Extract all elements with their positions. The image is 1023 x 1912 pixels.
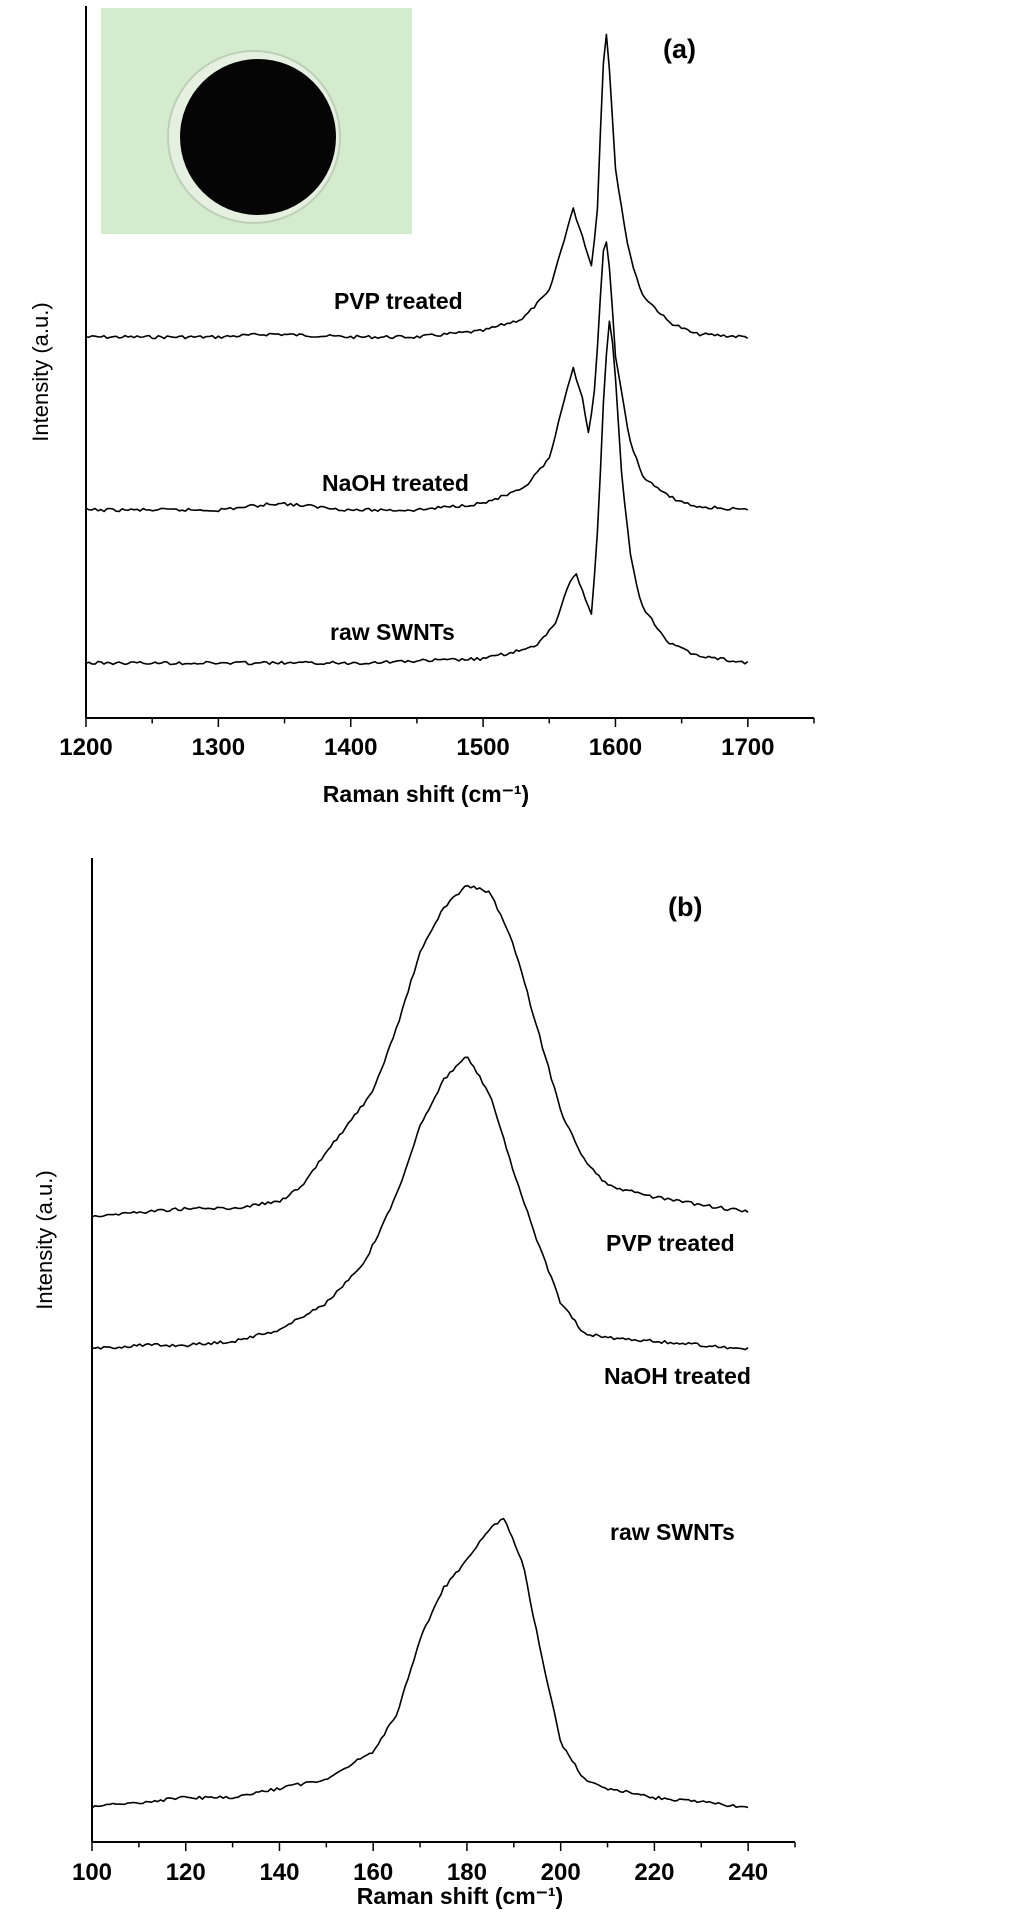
series-line-pvp-treated: [91, 884, 749, 1218]
panel-b-label: (b): [668, 892, 702, 922]
inset-film-disc: [180, 59, 336, 215]
x-tick-label: 200: [541, 1859, 581, 1886]
x-tick-label: 160: [353, 1859, 393, 1886]
x-tick-label: 1300: [192, 734, 245, 761]
series-line-naoh-treated: [92, 1056, 749, 1351]
panel-a-label: (a): [663, 34, 696, 64]
x-tick-label: 1200: [59, 734, 112, 761]
panel-a-chart: 1200 1300 1400 1500 1600 1700 (a) PVP treated…: [28, 6, 815, 807]
panel-a-series-label-pvp: PVP treated: [334, 288, 463, 314]
panel-a-series: [85, 33, 749, 666]
series-line-raw-swnts: [85, 320, 749, 666]
panel-b-series-label-naoh: NaOH treated: [604, 1363, 751, 1389]
panel-b-series-label-pvp: PVP treated: [606, 1230, 735, 1256]
panel-a-y-axis-title: Intensity (a.u.): [28, 302, 53, 441]
inset-photo: [101, 8, 412, 234]
panel-a-series-label-raw: raw SWNTs: [330, 619, 455, 645]
x-tick-label: 240: [728, 1859, 768, 1886]
panel-b-x-axis-title: Raman shift (cm⁻¹): [357, 1883, 563, 1909]
panel-b-series-label-raw: raw SWNTs: [610, 1519, 735, 1545]
x-tick-label: 220: [634, 1859, 674, 1886]
series-line-raw-swnts: [91, 1517, 749, 1809]
panel-b-y-axis-title: Intensity (a.u.): [32, 1170, 57, 1309]
panel-b-ticks: 100 120 140 160 180 200 220 240: [72, 1842, 796, 1886]
panel-a-x-axis-title: Raman shift (cm⁻¹): [323, 781, 529, 807]
x-tick-label: 1600: [589, 734, 642, 761]
x-tick-label: 1400: [324, 734, 377, 761]
panel-b-series: [91, 884, 749, 1809]
x-tick-label: 1700: [721, 734, 774, 761]
x-tick-label: 100: [72, 1859, 112, 1886]
x-tick-label: 1500: [456, 734, 509, 761]
series-line-pvp-treated: [85, 33, 749, 340]
panel-b-chart: 100 120 140 160 180 200 220 240 (b) PVP treated…: [32, 858, 796, 1909]
x-tick-label: 180: [447, 1859, 487, 1886]
x-tick-label: 140: [259, 1859, 299, 1886]
panel-a-ticks: 1200 1300 1400 1500 1600 1700: [59, 718, 815, 761]
series-line-naoh-treated: [85, 241, 749, 513]
x-tick-label: 120: [166, 1859, 206, 1886]
panel-a-series-label-naoh: NaOH treated: [322, 470, 469, 496]
